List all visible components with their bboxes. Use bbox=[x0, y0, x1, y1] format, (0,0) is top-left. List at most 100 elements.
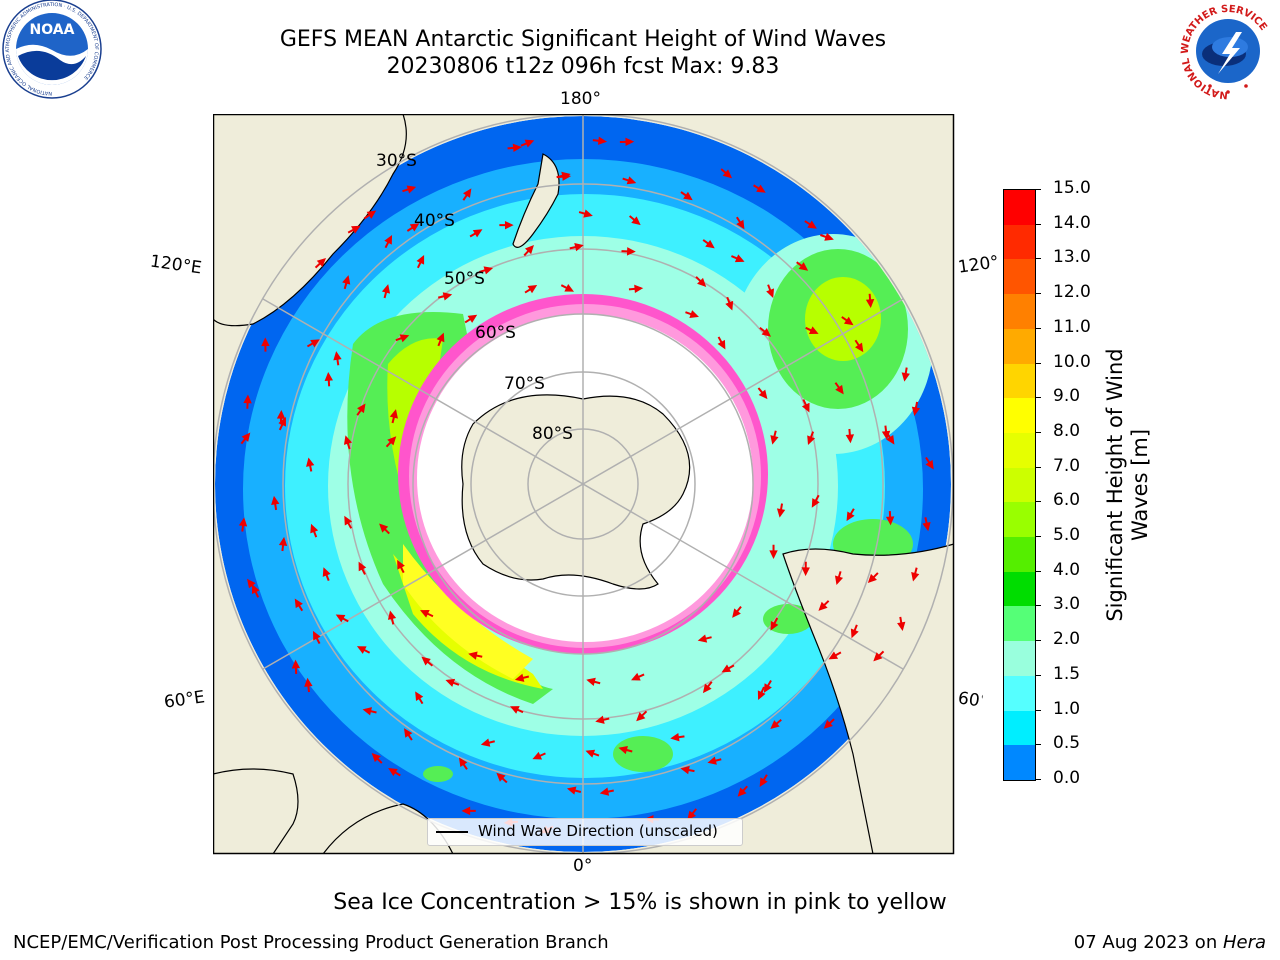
wind-arrow-head bbox=[758, 389, 768, 400]
wind-arrow-head bbox=[757, 690, 766, 701]
australia bbox=[213, 114, 407, 327]
colorbar-tick-mark bbox=[1035, 466, 1041, 468]
wind-arrow-head bbox=[512, 143, 522, 153]
wind-arrow-head bbox=[566, 786, 577, 795]
wind-arrow-head bbox=[343, 435, 353, 445]
colorbar-tick-label: 10.0 bbox=[1053, 351, 1091, 372]
wind-arrow-head bbox=[291, 659, 301, 669]
wind-arrow-head bbox=[811, 498, 820, 508]
wind-arrow-head bbox=[524, 244, 534, 255]
footer-host: Hera bbox=[1222, 932, 1266, 953]
wind-arrow-head bbox=[316, 257, 327, 267]
wind-arrow-head bbox=[818, 601, 828, 611]
lat-label-40s: 40°S bbox=[414, 211, 455, 231]
land-masses bbox=[213, 114, 954, 854]
colorbar-tick-mark bbox=[1035, 327, 1041, 329]
wind-arrow-head bbox=[461, 806, 471, 816]
wind-arrow-head bbox=[322, 567, 331, 577]
wind-arrow-head bbox=[631, 672, 641, 681]
wind-arrow-head bbox=[702, 683, 712, 694]
noaa-logo: NATIONAL OCEANIC AND ATMOSPHERIC ADMINIS… bbox=[2, 0, 102, 99]
colorbar-tick-label: 2.0 bbox=[1053, 629, 1081, 650]
wind-arrow-head bbox=[384, 234, 393, 245]
colorbar-tick-mark bbox=[1035, 570, 1041, 572]
wind-arrow-head bbox=[389, 409, 398, 419]
colorbar-tick-label: 11.0 bbox=[1053, 316, 1091, 337]
colorbar-tick-label: 14.0 bbox=[1053, 212, 1091, 233]
wind-arrow-head bbox=[618, 745, 628, 755]
wind-arrow-head bbox=[238, 517, 248, 527]
wind-arrow-head bbox=[312, 630, 321, 641]
wind-arrow-head bbox=[362, 707, 372, 716]
colorbar-tick-label: 9.0 bbox=[1053, 386, 1081, 407]
wind-arrow-head bbox=[387, 610, 397, 620]
footer-date: 07 Aug 2023 on Hera bbox=[1073, 932, 1266, 953]
colorbar-tick-mark bbox=[1035, 674, 1041, 676]
wind-arrow-head bbox=[406, 185, 417, 194]
wind-arrow-head bbox=[409, 223, 420, 232]
wind-arrow-head bbox=[358, 561, 367, 572]
wind-arrow-head bbox=[416, 254, 425, 265]
colorbar-tick-mark bbox=[1035, 223, 1041, 225]
wind-arrow-head bbox=[527, 285, 538, 294]
africa-west bbox=[213, 768, 299, 854]
colorbar-tick-mark bbox=[1035, 431, 1041, 433]
wind-arrow-head bbox=[333, 351, 342, 361]
wind-arrow-head bbox=[770, 720, 780, 729]
colorbar-tick-label: 15.0 bbox=[1053, 178, 1091, 198]
wind-arrow-head bbox=[597, 136, 608, 145]
colorbar-tick-label: 6.0 bbox=[1053, 490, 1081, 511]
wind-arrow-head bbox=[371, 752, 381, 763]
wind-arrow-head bbox=[586, 677, 596, 686]
wind-arrow-head bbox=[634, 284, 644, 294]
wind-arrow-head bbox=[397, 559, 405, 570]
wind-arrow-head bbox=[631, 216, 641, 226]
wind-arrow-head bbox=[379, 523, 389, 533]
wind-arrow-head bbox=[420, 610, 430, 618]
wind-arrow-head bbox=[911, 572, 920, 582]
colorbar-tick-mark bbox=[1035, 362, 1041, 364]
colorbar-tick-mark bbox=[1035, 779, 1041, 780]
map-legend: Wind Wave Direction (unscaled) bbox=[427, 818, 743, 846]
wind-arrow-head bbox=[722, 169, 733, 179]
colorbar-segment bbox=[1004, 363, 1035, 399]
wind-arrow-head bbox=[276, 409, 286, 419]
wind-arrow-head bbox=[496, 772, 506, 782]
wind-arrow-head bbox=[388, 768, 398, 777]
wind-arrow-head bbox=[574, 243, 584, 252]
map-title: GEFS MEAN Antarctic Significant Height o… bbox=[279, 27, 887, 52]
wind-arrow-head bbox=[766, 288, 775, 299]
new-zealand bbox=[512, 153, 560, 248]
wind-arrow-head bbox=[324, 371, 333, 381]
wind-arrow-head bbox=[865, 299, 875, 309]
wind-arrow-head bbox=[415, 691, 424, 701]
colorbar-tick-label: 4.0 bbox=[1053, 559, 1081, 580]
wind-arrow-head bbox=[261, 337, 270, 347]
colorbar-segment bbox=[1004, 502, 1035, 538]
lat-label-50s: 50°S bbox=[444, 269, 485, 289]
wind-arrow-head bbox=[335, 614, 346, 623]
wind-arrow-head bbox=[246, 578, 256, 589]
wind-arrow-head bbox=[436, 332, 445, 343]
wind-arrow-head bbox=[683, 191, 693, 201]
wind-arrow-head bbox=[854, 342, 864, 353]
colorbar-tick-label: 7.0 bbox=[1053, 455, 1081, 476]
wind-arrow-head bbox=[310, 339, 320, 348]
wind-arrow-head bbox=[770, 435, 779, 445]
colorbar-tick-label: 5.0 bbox=[1053, 525, 1081, 546]
colorbar-segment bbox=[1004, 537, 1035, 573]
wind-arrows bbox=[238, 136, 934, 834]
wind-arrow-head bbox=[873, 652, 883, 662]
wind-arrow-head bbox=[636, 712, 646, 722]
wind-arrow-head bbox=[483, 266, 494, 275]
wind-arrow-head bbox=[734, 254, 745, 263]
wind-arrow-head bbox=[278, 417, 286, 427]
wind-arrow-head bbox=[689, 310, 699, 319]
lon-label-120e: 120°E bbox=[148, 251, 203, 279]
wind-arrow-head bbox=[445, 678, 456, 687]
wind-arrow-head bbox=[867, 573, 877, 584]
lat-label-30s: 30°S bbox=[376, 151, 417, 171]
colorbar-segment bbox=[1004, 328, 1035, 365]
wind-arrow-head bbox=[721, 664, 732, 673]
polar-map bbox=[213, 114, 955, 855]
